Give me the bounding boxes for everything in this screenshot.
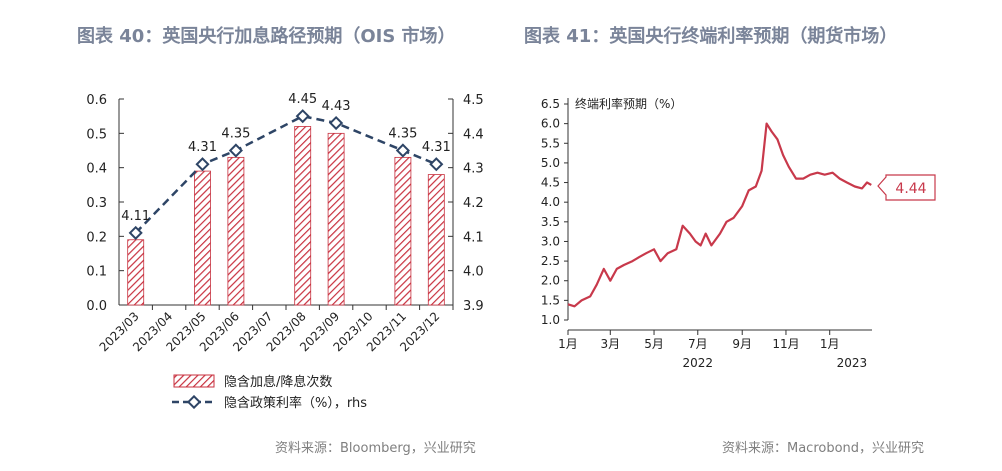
last-value-callout: 4.44: [877, 174, 936, 201]
year-label: 2023: [837, 356, 868, 370]
data-label: 4.35: [388, 127, 417, 142]
left-source: 资料来源：Bloomberg，兴业研究: [275, 441, 476, 456]
y-tick-label: 1.0: [541, 313, 560, 327]
line-point: [195, 157, 210, 172]
legend-line-entry: 隐含政策利率（%），rhs: [170, 392, 367, 411]
line-point: [329, 115, 344, 131]
x-tick-label: 3月: [600, 337, 620, 351]
y-tick-label: 0.6: [86, 93, 107, 108]
y-tick-label: 0.0: [86, 299, 107, 314]
x-tick-label: 7月: [688, 337, 708, 351]
y-tick-label: 1.5: [541, 293, 560, 307]
y-tick-label: 5.5: [541, 136, 560, 150]
legend-bar-label: 隐含加息/降息次数: [224, 375, 333, 390]
legend-bar-swatch: [173, 374, 215, 387]
y-tick-label: 0.1: [86, 265, 107, 280]
right-chart: 1.0 1.5 2.0 2.5 3.0 3.5 4.0 4.5 5.0 5.5 6.0 6.5 1月 3月…: [541, 96, 936, 370]
bar: [294, 126, 312, 306]
y-tick-label: 4.5: [541, 176, 560, 190]
y-tick-label: 4.0: [541, 195, 560, 209]
bar: [127, 239, 145, 306]
x-tick-label: 1月: [820, 337, 840, 351]
left-chart-title: 图表 40：英国央行加息路径预期（OIS 市场）: [77, 26, 456, 47]
callout-box: [877, 174, 936, 201]
y2-tick-label: 4.3: [463, 162, 484, 177]
x-tick-label: 1月: [558, 337, 578, 351]
y-tick-label: 0.5: [86, 127, 107, 142]
y-tick-label: 2.5: [541, 254, 560, 268]
y-tick-label: 5.0: [541, 156, 560, 170]
y-tick-label: 0.4: [86, 162, 107, 177]
line-point: [228, 143, 243, 158]
y-tick-label: 3.5: [541, 215, 560, 229]
right-chart-title: 图表 41：英国央行终端利率预期（期货市场）: [524, 26, 898, 47]
data-label: 4.45: [288, 92, 317, 107]
data-label: 4.35: [221, 127, 250, 142]
line-point: [295, 109, 310, 124]
legend-bar-entry: 隐含加息/降息次数: [170, 371, 332, 390]
bar: [394, 156, 412, 306]
line-point: [128, 225, 143, 240]
y2-tick-label: 4.1: [463, 230, 484, 245]
x-tick-label: 5月: [644, 337, 664, 351]
data-label: 4.31: [188, 140, 217, 155]
y-tick-label: 0.2: [86, 230, 107, 245]
x-tick-label: 9月: [732, 337, 752, 351]
y2-tick-label: 4.0: [463, 265, 484, 280]
x-tick-label: 11月: [772, 337, 799, 351]
y2-tick-label: 4.4: [463, 127, 484, 142]
data-label: 4.31: [422, 140, 451, 155]
bar: [227, 156, 245, 306]
line-point: [429, 157, 444, 172]
left-chart: 0.0 0.1 0.2 0.3 0.4 0.5 0.6 3.9 4.0 4.1 4.2 4.3 4.4 4…: [86, 92, 484, 354]
year-label: 2022: [683, 356, 714, 370]
legend-line-swatch: [172, 394, 216, 409]
y-tick-label: 6.0: [541, 117, 560, 131]
y2-tick-label: 4.5: [463, 93, 484, 108]
y-tick-label: 6.5: [541, 97, 560, 111]
y-tick-label: 2.0: [541, 274, 560, 288]
line-point: [395, 143, 410, 158]
y2-tick-label: 3.9: [463, 299, 484, 314]
legend-line-label: 隐含政策利率（%），rhs: [224, 396, 367, 411]
bar: [327, 132, 345, 306]
y2-tick-label: 4.2: [463, 196, 484, 211]
bar: [194, 170, 211, 306]
bar: [427, 174, 445, 306]
data-label: 4.43: [322, 99, 351, 114]
series-title: 终端利率预期（%）: [575, 96, 682, 111]
y-tick-label: 0.3: [86, 196, 107, 211]
callout-value: 4.44: [895, 181, 926, 197]
data-label: 4.11: [121, 209, 150, 224]
series-line-terminal-rate: [567, 122, 872, 308]
right-source: 资料来源：Macrobond，兴业研究: [722, 441, 925, 456]
y-tick-label: 3.0: [541, 234, 560, 248]
